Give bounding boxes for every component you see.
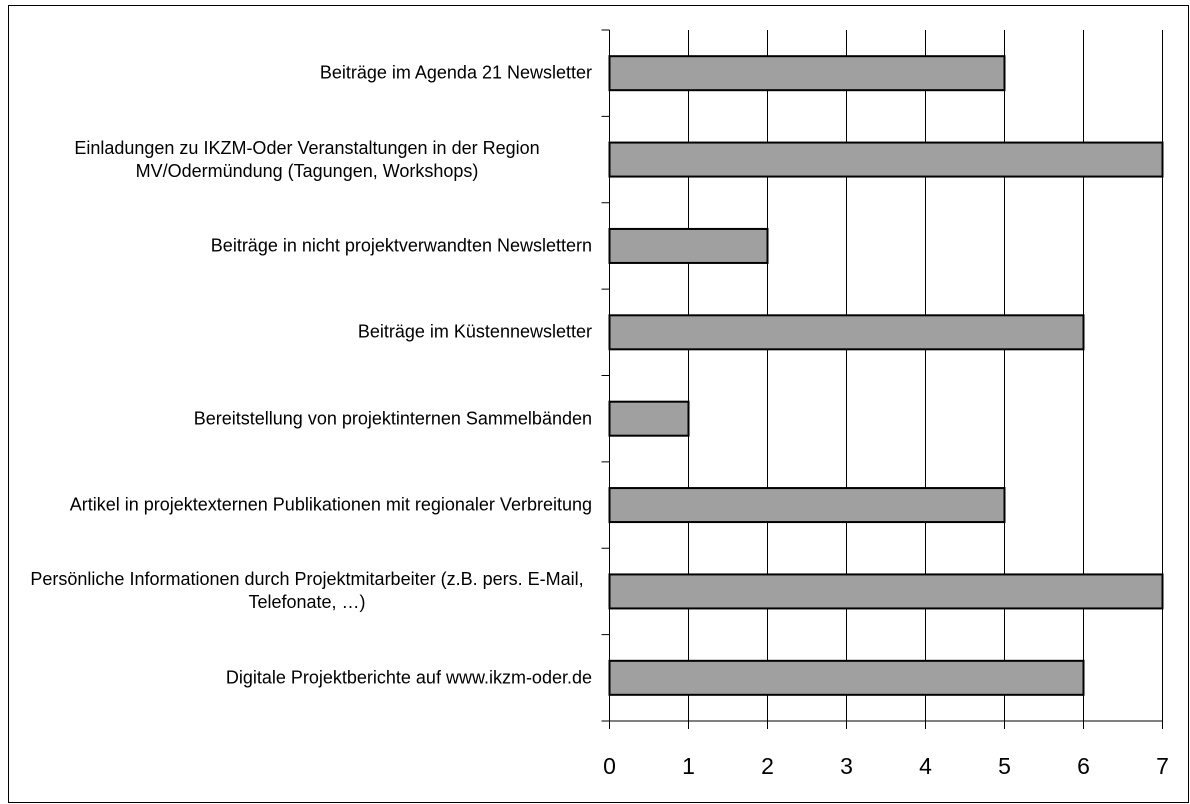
y-tick-label: Beiträge in nicht projektverwandten News… xyxy=(210,235,592,256)
y-tick-label: Beiträge im Küstennewsletter xyxy=(357,321,592,342)
bar xyxy=(608,141,1164,178)
bar xyxy=(608,55,1006,92)
x-tick-label: 4 xyxy=(919,753,932,779)
x-tick-label: 6 xyxy=(1077,753,1090,779)
bar xyxy=(608,400,690,437)
y-tick-label: Einladungen zu IKZM-Oder Veranstaltungen… xyxy=(74,137,540,181)
x-tick-label: 1 xyxy=(682,753,695,779)
y-tick-label: Artikel in projektexternen Publikationen… xyxy=(69,494,592,515)
bar xyxy=(608,314,1085,351)
bar xyxy=(608,659,1085,696)
bar xyxy=(608,487,1006,524)
x-tick-label: 5 xyxy=(998,753,1011,779)
frame xyxy=(8,5,1189,803)
x-tick-label: 3 xyxy=(840,753,853,779)
x-tick-label: 7 xyxy=(1156,753,1169,779)
x-tick-label: 2 xyxy=(761,753,774,779)
y-tick-label: Beiträge im Agenda 21 Newsletter xyxy=(319,62,592,83)
y-tick-label: Digitale Projektberichte auf www.ikzm-od… xyxy=(225,667,592,688)
y-tick-label: Bereitstellung von projektinternen Samme… xyxy=(193,408,592,429)
bar xyxy=(608,573,1164,610)
y-tick-label: Persönliche Informationen durch Projektm… xyxy=(30,569,584,613)
x-tick-label: 0 xyxy=(603,753,616,779)
bar xyxy=(608,227,769,264)
